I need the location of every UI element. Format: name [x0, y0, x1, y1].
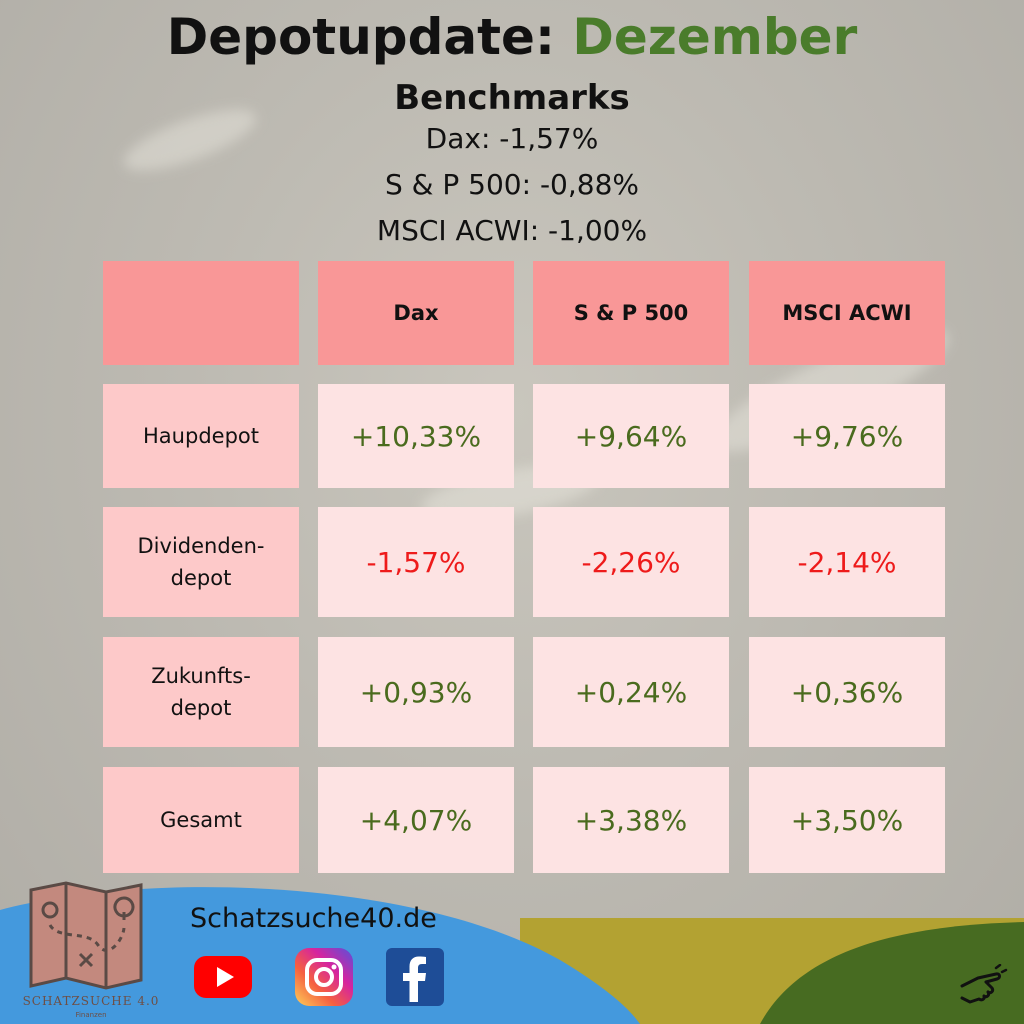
table-cell: +0,93%: [318, 637, 514, 747]
table-cell: +0,36%: [749, 637, 945, 747]
table-cell: -2,26%: [533, 507, 729, 617]
facebook-icon[interactable]: [384, 946, 446, 1008]
youtube-icon[interactable]: [192, 946, 254, 1008]
row-label-dividendendepot: Dividenden- depot: [103, 507, 299, 617]
instagram-icon[interactable]: [293, 946, 355, 1008]
table-cell: +3,38%: [533, 767, 729, 873]
table-header-msci: MSCI ACWI: [749, 261, 945, 365]
hand-pointer-icon[interactable]: [956, 964, 1008, 1012]
brand-name: SCHATZSUCHE 4.0: [22, 994, 160, 1008]
table-header-dax: Dax: [318, 261, 514, 365]
brand-subtitle: Finanzen: [75, 1011, 107, 1019]
page-title: Depotupdate: Dezember: [0, 8, 1024, 66]
table-cell: +3,50%: [749, 767, 945, 873]
table-header-sp500: S & P 500: [533, 261, 729, 365]
benchmark-msci: MSCI ACWI: -1,00%: [376, 214, 648, 247]
table-cell: +10,33%: [318, 384, 514, 488]
table-cell: +4,07%: [318, 767, 514, 873]
row-label-haupdepot: Haupdepot: [103, 384, 299, 488]
table-cell: -2,14%: [749, 507, 945, 617]
table-cell: +0,24%: [533, 637, 729, 747]
row-label-zukunftsdepot: Zukunfts- depot: [103, 637, 299, 747]
map-logo-icon: [29, 881, 143, 990]
table-cell: +9,64%: [533, 384, 729, 488]
title-accent: Dezember: [572, 8, 858, 66]
website-link[interactable]: Schatzsuche40.de: [190, 903, 437, 934]
benchmarks-heading: Benchmarks: [394, 78, 630, 118]
title-main: Depotupdate:: [166, 8, 555, 66]
benchmark-sp500: S & P 500: -0,88%: [384, 168, 640, 201]
row-label-gesamt: Gesamt: [103, 767, 299, 873]
table-header-empty: [103, 261, 299, 365]
table-cell: -1,57%: [318, 507, 514, 617]
table-cell: +9,76%: [749, 384, 945, 488]
benchmark-dax: Dax: -1,57%: [425, 122, 599, 155]
